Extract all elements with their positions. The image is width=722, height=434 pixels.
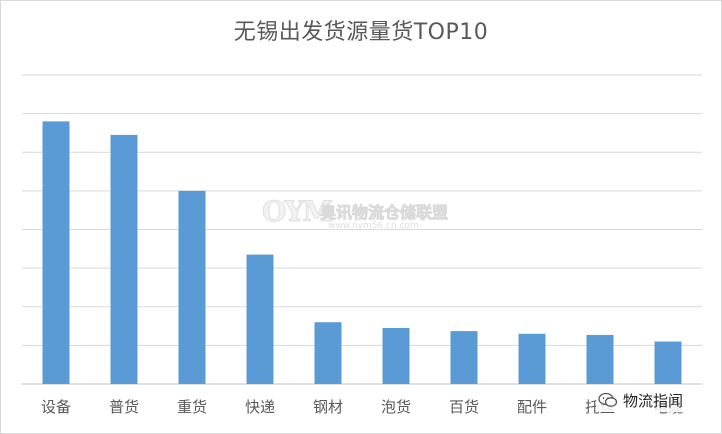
- x-tick-label: 泡货: [381, 398, 411, 416]
- watermark-name: 奥讯物流仓储联盟: [320, 203, 449, 223]
- x-tick-label: 配件: [517, 398, 547, 416]
- x-tick-label: 重货: [177, 398, 207, 416]
- x-tick-label: 百货: [449, 398, 479, 416]
- watermark-url: www.oym56.cn.com: [328, 221, 419, 231]
- bar-5: [314, 322, 342, 384]
- bar-6: [382, 328, 410, 384]
- bar-3: [178, 190, 206, 384]
- bar-2: [110, 134, 138, 384]
- wechat-icon: [598, 392, 618, 407]
- wechat-badge: 物流指闻: [596, 388, 690, 412]
- x-tick-label: 快递: [245, 398, 275, 416]
- x-tick-label: 普货: [109, 398, 139, 416]
- bar-10: [654, 341, 682, 384]
- watermark: OYM 奥讯物流仓储联盟 www.oym56.cn.com: [261, 193, 462, 239]
- bar-8: [518, 333, 546, 384]
- x-tick-label: 钢材: [313, 398, 343, 416]
- x-tick-label: 设备: [41, 398, 71, 416]
- chart-title: 无锡出发货源量货TOP10: [233, 20, 489, 45]
- badge-text: 物流指闻: [623, 391, 684, 410]
- bar-1: [42, 121, 70, 385]
- bar-4: [246, 254, 274, 384]
- watermark-logo: OYM: [261, 195, 333, 229]
- bar-7: [450, 331, 478, 384]
- bar-9: [586, 334, 614, 384]
